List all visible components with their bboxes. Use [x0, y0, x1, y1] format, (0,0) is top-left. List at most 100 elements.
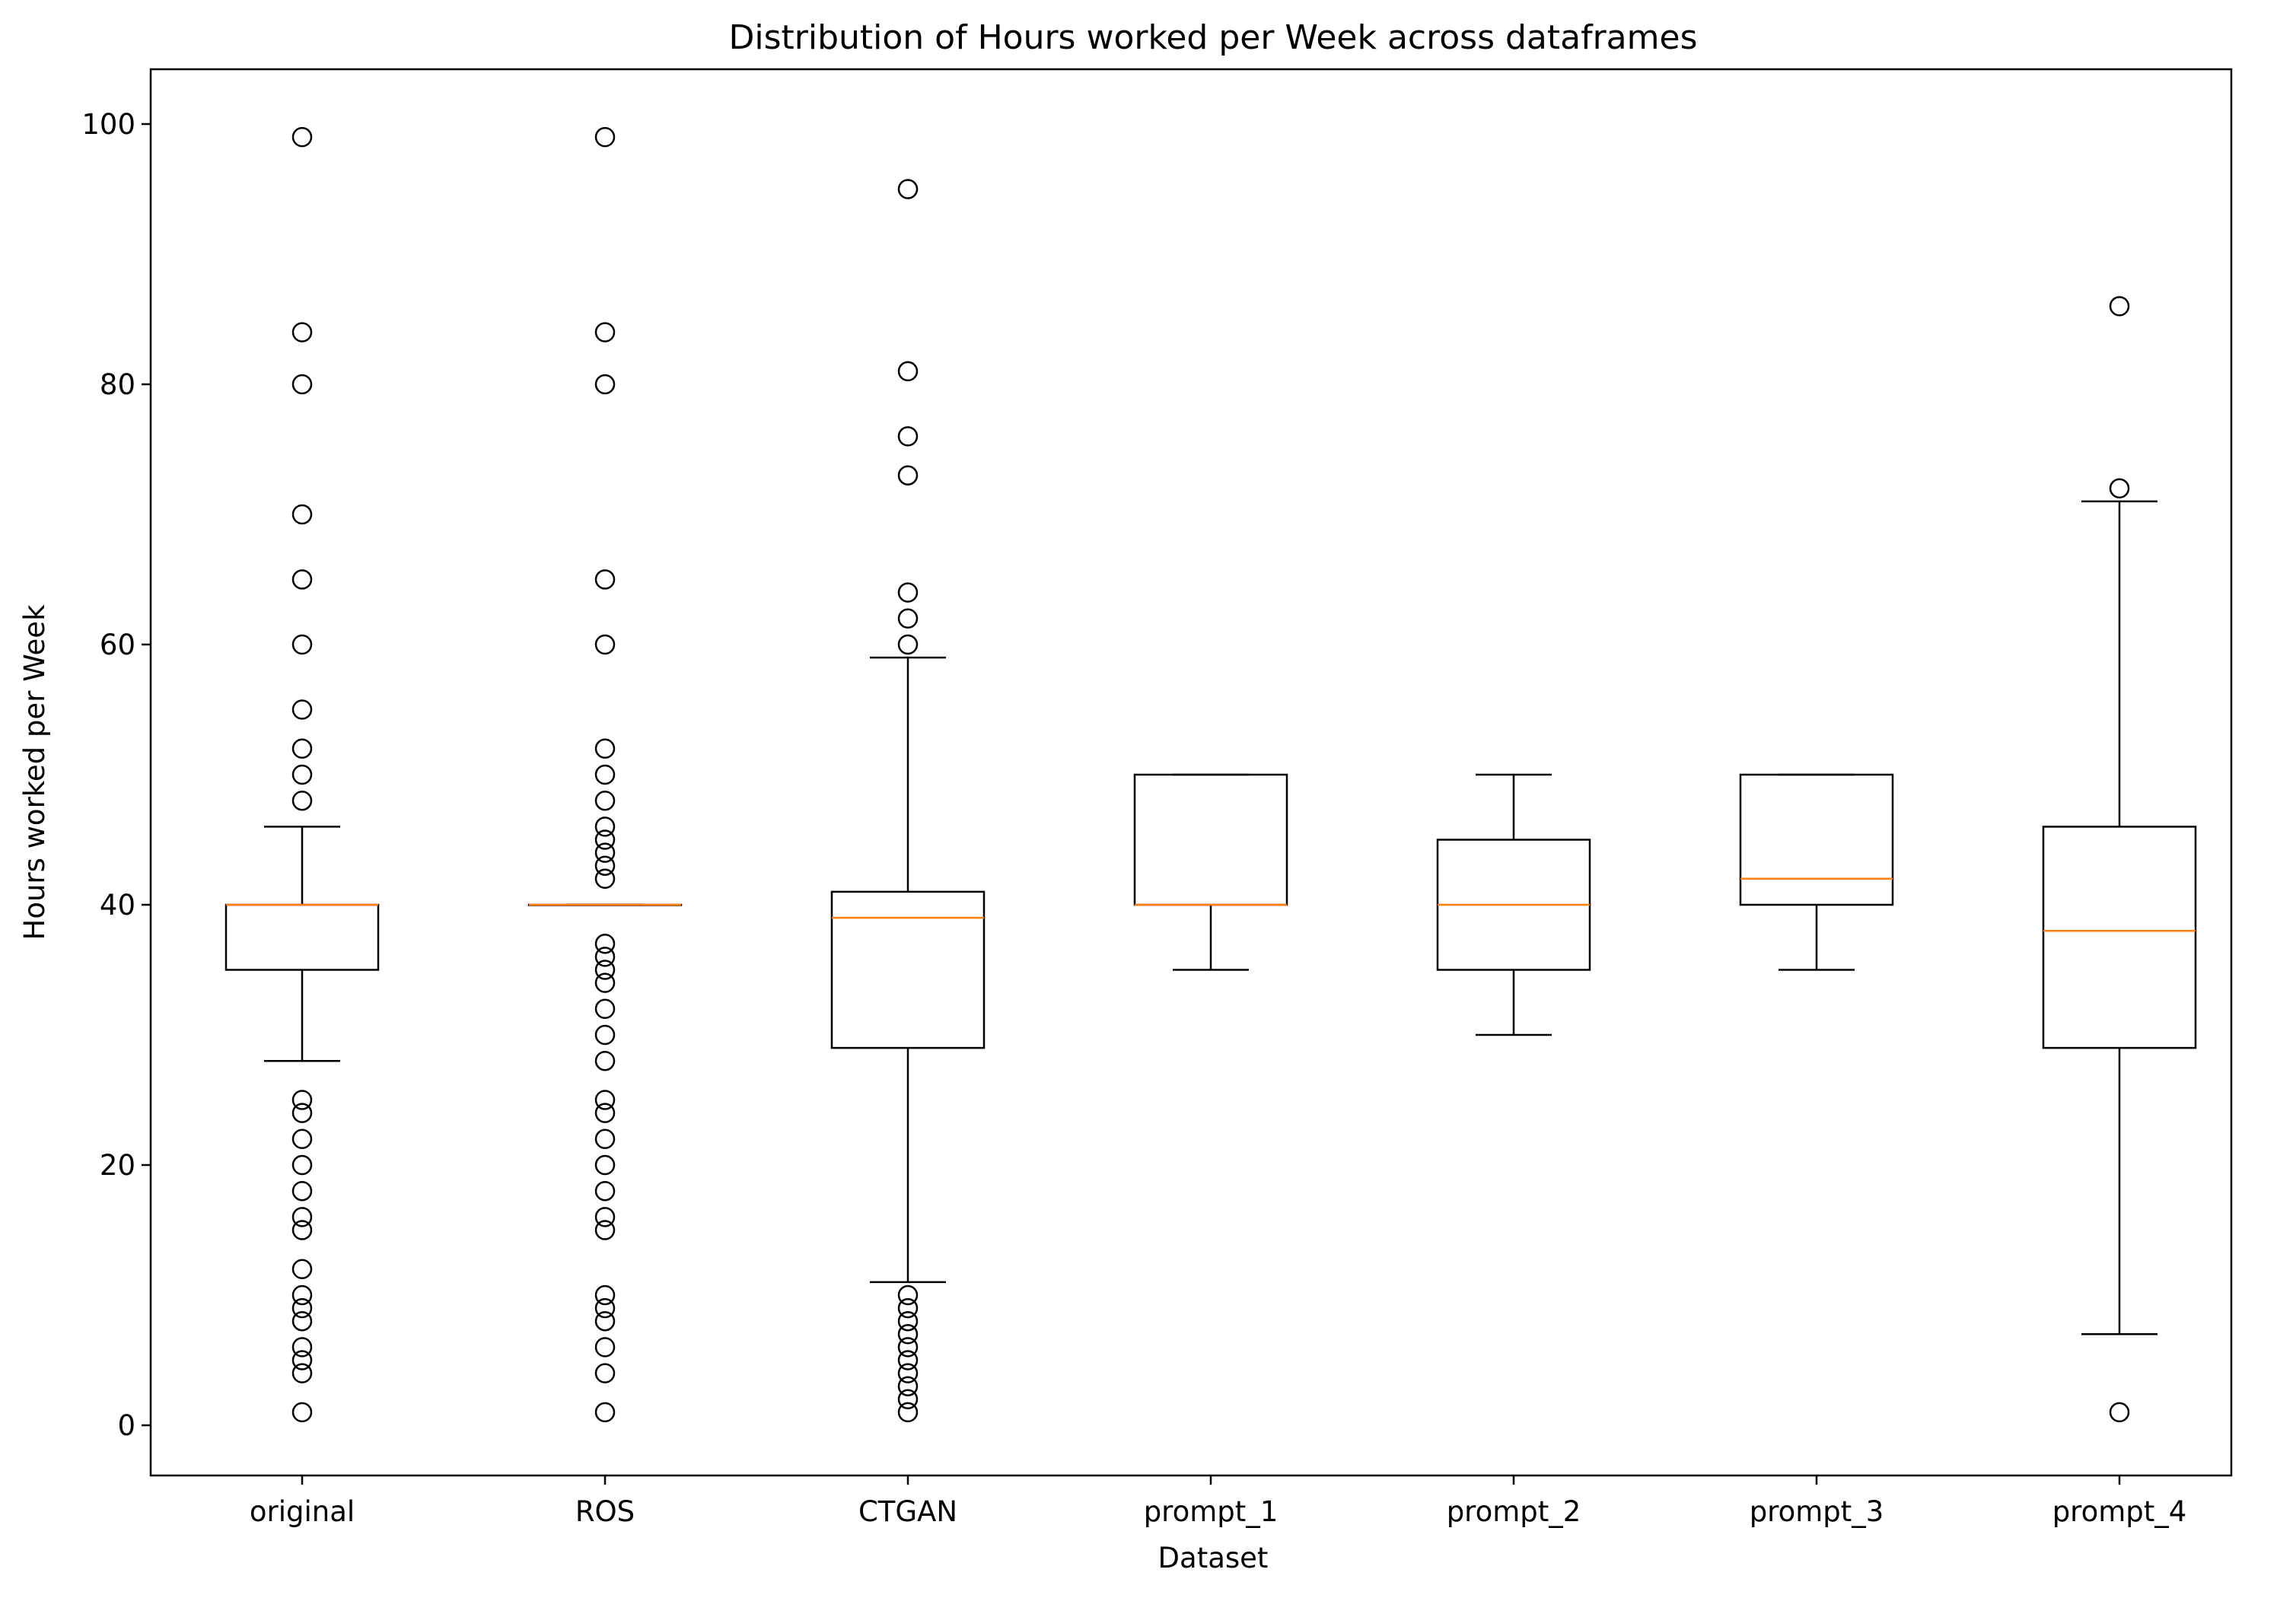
y-tick-label: 0: [117, 1409, 135, 1442]
outlier-point: [594, 126, 616, 148]
box-group-prompt_3: [1739, 773, 1894, 971]
outlier-point: [594, 790, 616, 811]
outlier-point: [594, 634, 616, 655]
x-tick-label: prompt_4: [2052, 1495, 2187, 1528]
outlier-point: [594, 1207, 616, 1227]
outlier-point: [291, 374, 313, 395]
outlier-point: [594, 1402, 616, 1423]
axes-frame: [149, 68, 2233, 1477]
box-group-CTGAN: [830, 179, 986, 1423]
outlier-point: [291, 1402, 313, 1423]
outlier-point: [594, 1297, 616, 1319]
outlier-point: [594, 960, 616, 980]
outlier-point: [291, 790, 313, 811]
outlier-point: [291, 1363, 313, 1383]
outlier-point: [897, 1310, 919, 1332]
outlier-point: [291, 738, 313, 759]
y-axis: 0 20 40 60 80 100: [81, 108, 151, 1442]
iqr-box: [830, 890, 986, 1049]
outlier-point: [897, 465, 919, 485]
outlier-point: [291, 1128, 313, 1150]
outlier-point: [897, 1389, 919, 1410]
iqr-box: [2042, 826, 2197, 1049]
outlier-point: [897, 1350, 919, 1370]
plot-area: [225, 126, 2197, 1423]
outlier-point: [897, 582, 919, 603]
x-tick-label: prompt_2: [1447, 1495, 1581, 1528]
outlier-point: [291, 1259, 313, 1280]
x-tick-label: CTGAN: [858, 1495, 957, 1528]
outlier-point: [291, 1207, 313, 1227]
outlier-point: [291, 1337, 313, 1358]
y-tick-label: 100: [81, 108, 135, 141]
outlier-point: [594, 829, 616, 850]
iqr-box: [1739, 773, 1894, 906]
outlier-point: [594, 842, 616, 863]
box-group-prompt_2: [1436, 773, 1591, 1036]
outlier-point: [291, 569, 313, 590]
outlier-point: [594, 868, 616, 890]
outlier-point: [897, 179, 919, 199]
outlier-point: [291, 764, 313, 785]
outlier-point: [594, 1363, 616, 1383]
outlier-point: [594, 1090, 616, 1110]
outlier-point: [897, 1324, 919, 1345]
outlier-point: [594, 972, 616, 993]
outlier-point: [897, 1284, 919, 1306]
outlier-point: [291, 634, 313, 655]
y-tick-label: 40: [100, 889, 135, 922]
outlier-point: [897, 608, 919, 629]
outlier-point: [594, 1103, 616, 1123]
outlier-point: [897, 1363, 919, 1383]
outlier-point: [594, 764, 616, 785]
outlier-point: [594, 998, 616, 1020]
outlier-point: [594, 738, 616, 759]
outlier-point: [594, 1154, 616, 1176]
outlier-point: [2109, 478, 2130, 499]
outlier-point: [291, 1310, 313, 1332]
outlier-point: [897, 1297, 919, 1319]
outlier-point: [594, 817, 616, 837]
outlier-point: [291, 699, 313, 720]
box-group-prompt_4: [2042, 296, 2197, 1423]
outlier-point: [594, 1128, 616, 1150]
outlier-point: [897, 1337, 919, 1358]
outlier-point: [594, 934, 616, 954]
outlier-point: [291, 126, 313, 148]
outlier-point: [2109, 1402, 2130, 1423]
outlier-point: [594, 1310, 616, 1332]
outlier-point: [897, 361, 919, 382]
chart-title: Distribution of Hours worked per Week ac…: [728, 18, 1697, 57]
y-axis-label: Hours worked per Week: [18, 604, 51, 941]
y-tick-label: 60: [100, 629, 135, 661]
outlier-point: [897, 1376, 919, 1396]
outlier-point: [594, 322, 616, 342]
outlier-point: [291, 1220, 313, 1240]
box-group-prompt_1: [1133, 773, 1288, 971]
outlier-point: [291, 1350, 313, 1370]
outlier-point: [897, 1402, 919, 1423]
x-tick-label: original: [250, 1495, 355, 1528]
x-axis-label: Dataset: [1158, 1542, 1269, 1574]
outlier-point: [2109, 296, 2130, 317]
outlier-point: [594, 1180, 616, 1202]
outlier-point: [594, 569, 616, 590]
outlier-point: [291, 1090, 313, 1110]
x-tick-label: prompt_1: [1144, 1495, 1279, 1528]
outlier-point: [594, 1024, 616, 1046]
x-tick-label: ROS: [575, 1495, 635, 1528]
outlier-point: [291, 1180, 313, 1202]
outlier-point: [291, 1154, 313, 1176]
outlier-point: [594, 1284, 616, 1306]
outlier-point: [594, 855, 616, 876]
box-group-original: [225, 126, 380, 1423]
outlier-point: [594, 1050, 616, 1071]
outlier-point: [291, 322, 313, 342]
outlier-point: [594, 1220, 616, 1240]
outlier-point: [291, 1103, 313, 1123]
x-tick-label: prompt_3: [1750, 1495, 1884, 1528]
outlier-point: [291, 1284, 313, 1306]
x-axis: original ROS CTGAN prompt_1 prompt_2 prompt_3…: [250, 1475, 2186, 1528]
